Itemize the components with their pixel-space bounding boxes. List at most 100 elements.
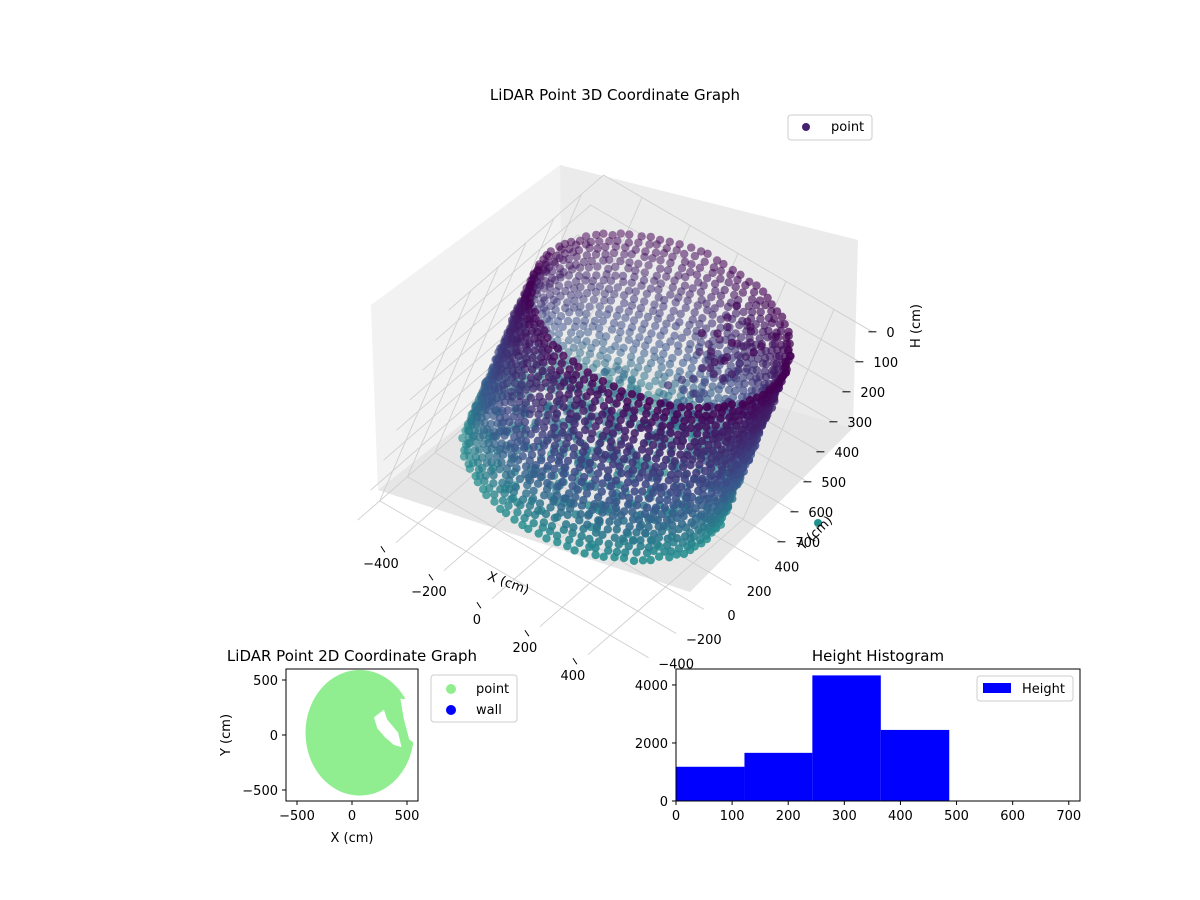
histogram-x-tick: 100 [720,809,745,824]
cloud-point [603,353,612,363]
cloud-point [607,406,616,416]
cloud-point [695,394,704,404]
cloud-point [630,406,639,415]
cloud-point [541,509,551,519]
cloud-point [636,356,645,365]
cloud-point [738,288,748,297]
cloud-point [641,529,650,538]
cloud-point [661,342,671,352]
cloud-point [559,402,568,411]
cloud-point [575,462,584,472]
cloud-point [538,430,547,439]
cloud-point [628,465,638,475]
cloud-point [658,442,667,451]
cloud-point [595,237,604,246]
histogram-y-tick: 0 [660,795,668,810]
cloud-point [646,359,656,368]
cloud-point [574,388,583,398]
cloud-point [525,293,534,303]
cloud-point [555,270,565,279]
cloud-point [696,535,705,545]
cloud-point [726,361,735,371]
cloud-point [612,399,621,408]
cloud-point [498,478,507,487]
cloud-point [589,373,599,382]
cloud-point [582,309,591,318]
cloud-point [495,465,504,474]
cloud-point [734,351,743,360]
cloud-point [529,442,538,452]
cloud-point [662,319,671,328]
cloud-point [696,338,706,347]
cloud-point [532,360,541,369]
cloud-point [523,346,532,355]
chart-3d-title: LiDAR Point 3D Coordinate Graph [490,86,740,104]
cloud-point [598,508,607,517]
cloud-point [677,519,687,528]
cloud-point [780,320,789,329]
cloud-point [641,480,650,489]
cloud-point [706,471,716,480]
cloud-point [597,487,606,496]
cloud-point [614,423,623,432]
cloud-point [526,373,536,382]
cloud-point [670,331,679,340]
cloud-point [710,304,719,313]
cloud-point [524,524,533,534]
cloud-point [623,397,632,406]
cloud-point [598,346,608,355]
cloud-point [720,456,729,465]
cloud-point [681,429,690,438]
cloud-point [628,458,637,467]
z-axis-3d-label: H (cm) [909,304,924,348]
cloud-point [489,479,498,488]
cloud-point [619,454,629,464]
legend-2d-wall-marker [446,705,456,715]
cloud-point [616,327,625,337]
cloud-point [475,471,484,480]
cloud-point [527,450,537,459]
cloud-point [668,509,677,518]
cloud-point [625,230,634,239]
cloud-point [533,479,543,488]
cloud-point [668,252,677,261]
cloud-point [635,333,644,342]
cloud-point [574,290,583,299]
cloud-point [564,489,574,498]
cloud-point [521,469,530,479]
z-tick-3d: 200 [860,386,885,401]
cloud-point [545,392,554,401]
cloud-point [550,513,559,523]
cloud-point [542,485,552,494]
cloud-point [620,299,629,308]
cloud-point [631,287,640,296]
cloud-point [579,495,588,505]
cloud-point [625,493,634,503]
cloud-point [651,503,661,512]
cloud-point [605,496,614,505]
cloud-point [702,430,711,439]
cloud-point [569,499,578,508]
cloud-point [566,328,576,337]
cloud-point [604,395,614,404]
legend-3d-label: point [831,120,864,135]
cloud-point [700,447,709,456]
cloud-point [582,337,591,346]
cloud-point [580,316,590,326]
cloud-point [507,450,516,460]
cloud-point [625,522,634,531]
z-tick-3d: 400 [834,446,859,461]
cloud-point [628,507,637,517]
cloud-point [518,495,528,504]
cloud-point [534,372,543,381]
cloud-point [617,469,626,478]
cloud-point [563,541,572,551]
histogram-x-tick: 400 [888,809,913,824]
cloud-point [590,500,599,509]
cloud-point [628,536,638,545]
cloud-point [592,359,601,368]
cloud-point [746,406,755,416]
cloud-point [669,501,678,510]
cloud-point [606,437,616,446]
cloud-point [692,468,701,477]
